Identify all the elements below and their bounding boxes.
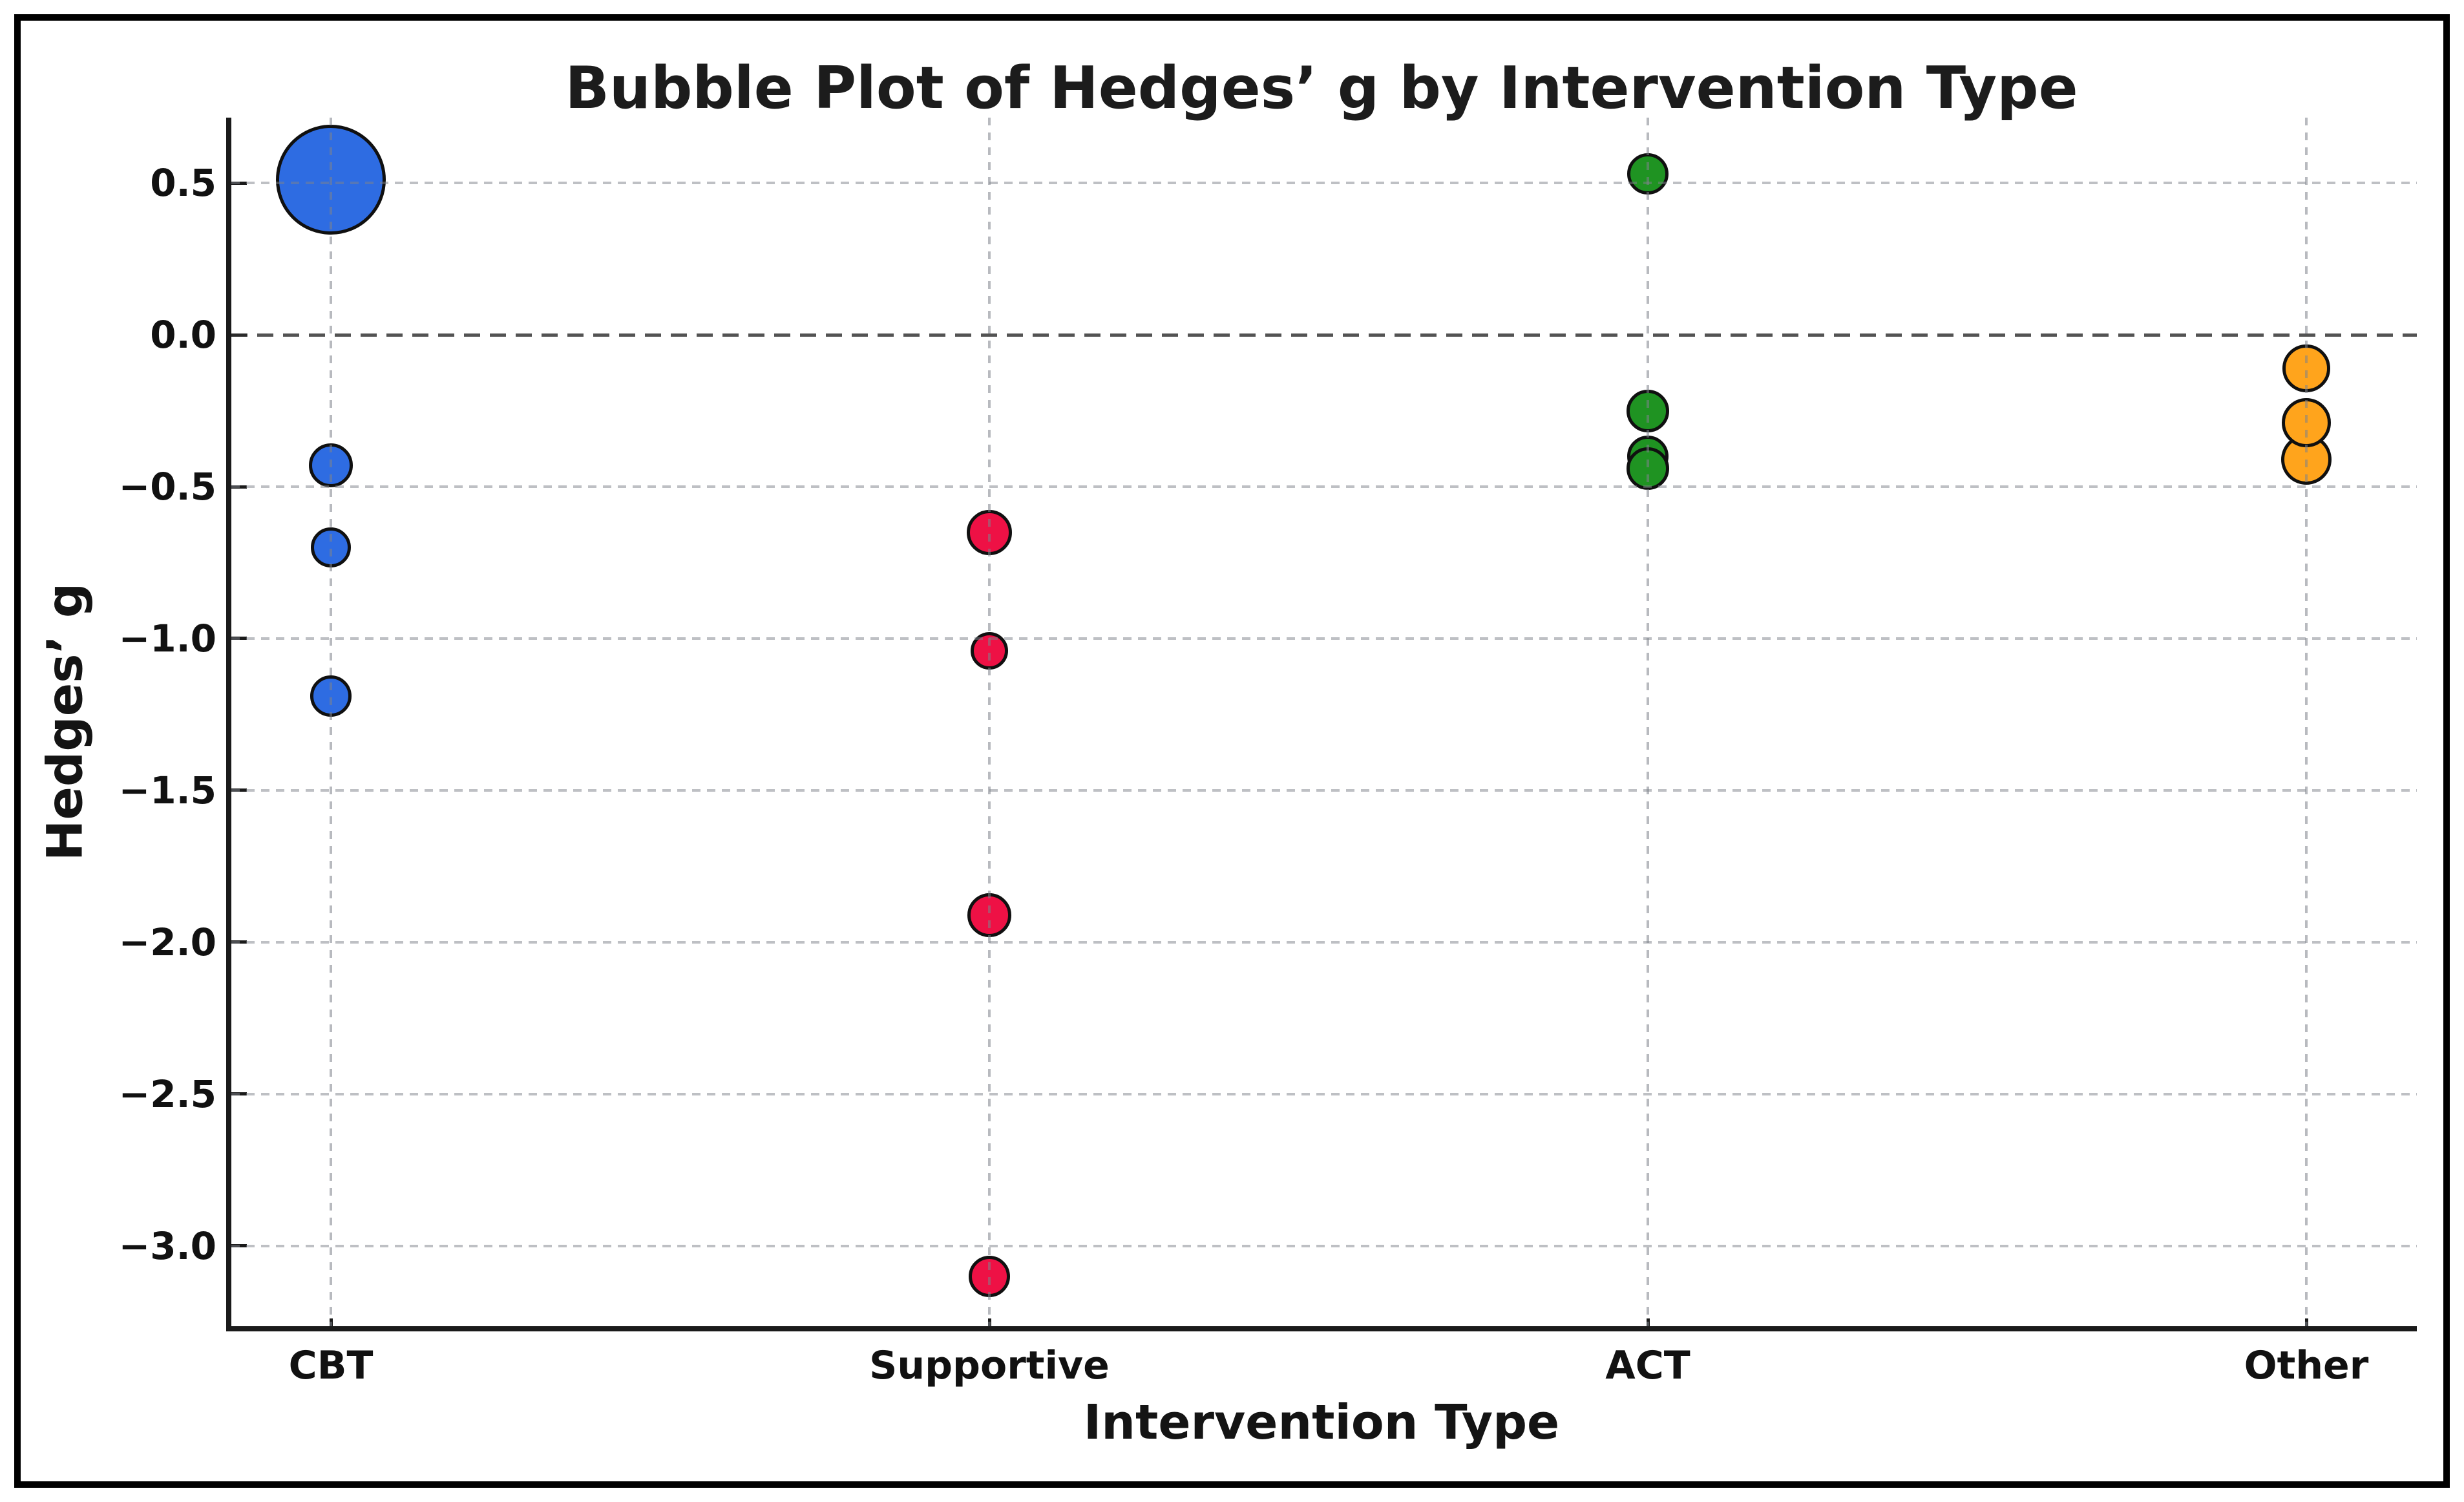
x-category-label: Other bbox=[2244, 1343, 2369, 1388]
h-gridline bbox=[231, 1244, 2417, 1247]
plot-area: 0.5 0.0 −0.5 −1.0 −1.5 −2.0 −2.5 −3.0 CBT Support… bbox=[119, 118, 2417, 1388]
y-tick-label: 0.5 bbox=[150, 161, 216, 206]
v-gridline bbox=[1647, 118, 1649, 1326]
x-category-label: ACT bbox=[1605, 1343, 1690, 1388]
h-gridline bbox=[231, 637, 2417, 640]
v-gridline bbox=[330, 118, 333, 1326]
y-tick-label: 0.0 bbox=[150, 313, 216, 357]
h-gridline bbox=[231, 182, 2417, 185]
y-tick-label: −1.5 bbox=[118, 768, 216, 812]
v-gridline bbox=[2305, 118, 2308, 1326]
chart-title: Bubble Plot of Hedges’ g by Intervention… bbox=[565, 54, 2078, 122]
h-gridline bbox=[231, 788, 2417, 792]
figure-frame: Bubble Plot of Hedges’ g by Intervention… bbox=[14, 14, 2450, 1488]
y-tick-label: −2.0 bbox=[118, 920, 216, 964]
y-tick-label: −1.0 bbox=[118, 616, 216, 661]
x-category-label: Supportive bbox=[869, 1343, 1110, 1388]
y-tick-label: −3.0 bbox=[118, 1223, 216, 1268]
y-tick-label: −2.5 bbox=[118, 1072, 216, 1116]
x-category-label: CBT bbox=[288, 1343, 374, 1388]
h-gridline bbox=[231, 1092, 2417, 1095]
y-tick-label: −0.5 bbox=[118, 465, 216, 509]
v-gridline bbox=[988, 118, 991, 1326]
h-gridline bbox=[231, 485, 2417, 488]
h-gridline bbox=[231, 940, 2417, 944]
x-axis-label: Intervention Type bbox=[1083, 1395, 1560, 1450]
zero-reference-line bbox=[231, 333, 2417, 337]
